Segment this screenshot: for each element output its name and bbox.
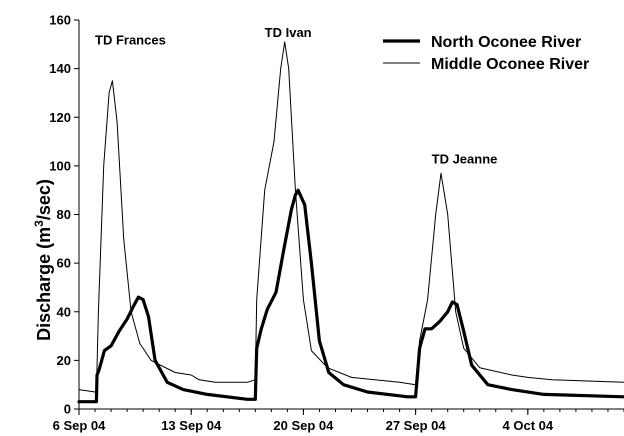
annotations: TD Frances TD Ivan TD Jeanne [95,25,497,166]
legend: North Oconee River Middle Oconee River [383,34,589,73]
peak-annotation: TD Jeanne [432,152,498,167]
series-line-north-oconee-river [77,188,624,404]
y-tick-label: 40 [57,304,71,319]
y-tick-label: 80 [57,207,71,222]
y-tick-label: 160 [49,13,71,28]
x-tick-label: 4 Oct 04 [503,418,554,433]
y-tick-label: 60 [57,256,71,271]
x-tick-label: 13 Sep 04 [161,418,222,433]
x-tick-label: 27 Sep 04 [386,418,447,433]
plot-frame [78,20,624,410]
y-axis-label-superscript: 3 [32,220,46,227]
y-tick-label: 140 [49,61,71,76]
y-tick-label: 100 [49,158,71,173]
x-tick-label: 20 Sep 04 [273,418,334,433]
legend-label: Middle Oconee River [431,56,589,73]
peak-annotation: TD Ivan [265,25,312,40]
y-tick-label: 120 [49,110,71,125]
y-tick-label: 0 [64,402,71,417]
peak-annotation: TD Frances [95,32,166,47]
y-axis-label: Discharge (m3/sec) [32,179,54,341]
y-tick-label: 20 [57,353,71,368]
y-axis: 0 20 40 60 80 100 120 140 160 [49,13,79,417]
y-axis-label-tail: /sec) [34,179,54,220]
x-tick-label: 6 Sep 04 [53,418,107,433]
x-axis: 6 Sep 04 13 Sep 04 20 Sep 04 27 Sep 04 4 Oct… [53,409,624,433]
legend-label: North Oconee River [431,34,581,51]
series-layer [77,41,624,404]
series-line-middle-oconee-river [78,41,624,393]
